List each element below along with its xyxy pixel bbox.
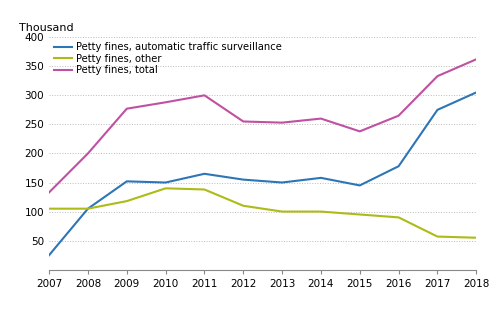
Petty fines, total xyxy=(435,74,440,78)
Petty fines, automatic traffic surveillance xyxy=(85,207,91,210)
Petty fines, automatic traffic surveillance xyxy=(163,181,168,184)
Petty fines, automatic traffic surveillance xyxy=(396,164,402,168)
Petty fines, total xyxy=(279,121,285,125)
Petty fines, total xyxy=(201,94,207,97)
Petty fines, other xyxy=(240,204,246,208)
Line: Petty fines, total: Petty fines, total xyxy=(49,59,476,193)
Petty fines, other xyxy=(357,213,363,216)
Petty fines, automatic traffic surveillance xyxy=(473,91,479,94)
Petty fines, other xyxy=(124,199,130,203)
Petty fines, automatic traffic surveillance xyxy=(357,184,363,187)
Legend: Petty fines, automatic traffic surveillance, Petty fines, other, Petty fines, to: Petty fines, automatic traffic surveilla… xyxy=(54,42,282,75)
Petty fines, total xyxy=(473,57,479,61)
Petty fines, automatic traffic surveillance xyxy=(201,172,207,176)
Petty fines, total xyxy=(240,120,246,123)
Line: Petty fines, automatic traffic surveillance: Petty fines, automatic traffic surveilla… xyxy=(49,92,476,255)
Petty fines, other xyxy=(473,236,479,240)
Petty fines, total xyxy=(85,152,91,155)
Line: Petty fines, other: Petty fines, other xyxy=(49,188,476,238)
Petty fines, automatic traffic surveillance xyxy=(124,179,130,183)
Petty fines, total xyxy=(124,107,130,111)
Petty fines, automatic traffic surveillance xyxy=(46,253,52,257)
Text: Thousand: Thousand xyxy=(19,23,74,33)
Petty fines, automatic traffic surveillance xyxy=(240,178,246,181)
Petty fines, other xyxy=(85,207,91,210)
Petty fines, automatic traffic surveillance xyxy=(435,108,440,112)
Petty fines, other xyxy=(201,188,207,191)
Petty fines, total xyxy=(396,114,402,117)
Petty fines, automatic traffic surveillance xyxy=(279,181,285,184)
Petty fines, total xyxy=(357,130,363,133)
Petty fines, total xyxy=(46,191,52,194)
Petty fines, other xyxy=(279,210,285,213)
Petty fines, total xyxy=(318,117,324,120)
Petty fines, other xyxy=(396,215,402,219)
Petty fines, other xyxy=(163,186,168,190)
Petty fines, automatic traffic surveillance xyxy=(318,176,324,180)
Petty fines, other xyxy=(318,210,324,213)
Petty fines, other xyxy=(46,207,52,210)
Petty fines, total xyxy=(163,100,168,104)
Petty fines, other xyxy=(435,235,440,238)
